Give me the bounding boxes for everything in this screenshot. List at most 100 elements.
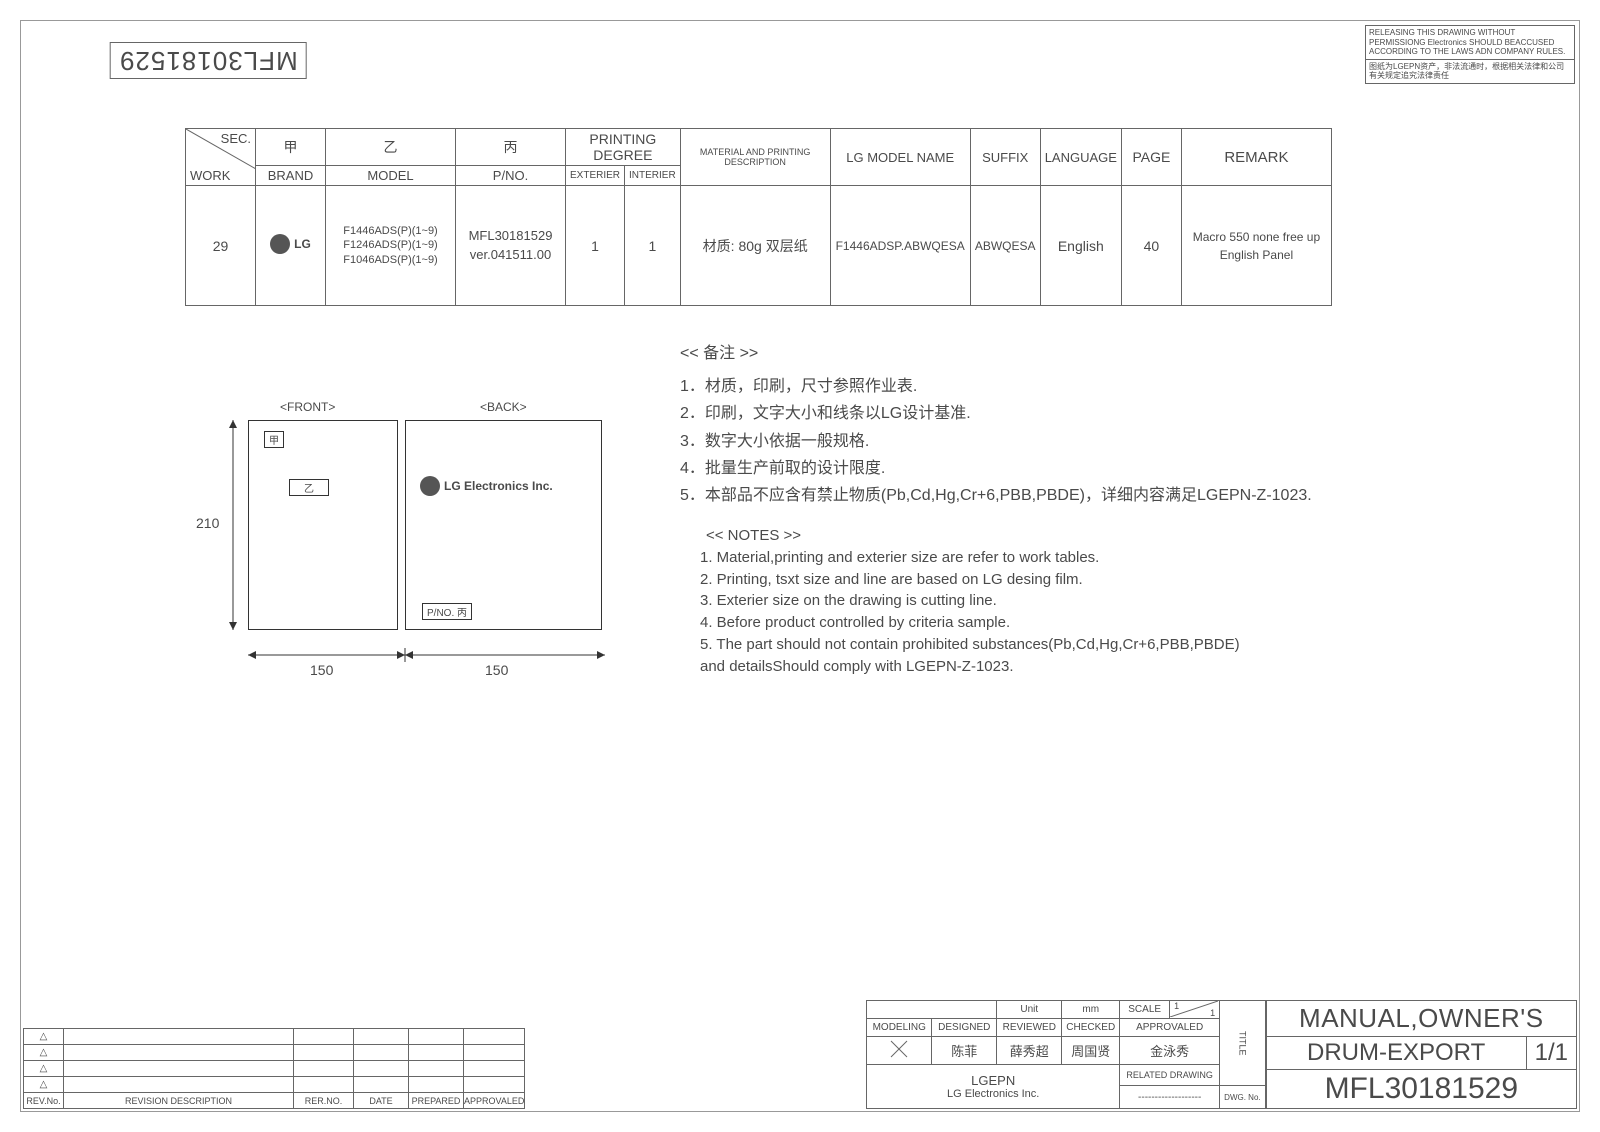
rev-hdr: PREPARED [409, 1093, 464, 1109]
org-cell: LGEPN LG Electronics Inc. [867, 1064, 1120, 1108]
note-item: 3. Exterier size on the drawing is cutti… [700, 590, 1240, 612]
rev-hdr: RER.NO. [294, 1093, 354, 1109]
dim-height: 210 [196, 515, 219, 531]
tb-modeling: MODELING [867, 1018, 932, 1036]
cell-brand: LG [256, 186, 326, 306]
org-name: LGEPN [871, 1073, 1115, 1088]
hdr-material: MATERIAL AND PRINTING DESCRIPTION [680, 129, 830, 186]
cell-language: English [1040, 186, 1121, 306]
note-item: and detailsShould comply with LGEPN-Z-10… [700, 656, 1240, 678]
cell-int: 1 [625, 186, 681, 306]
rev-hdr: APPROVALED [464, 1093, 525, 1109]
hdr-ext: EXTERIER [566, 166, 625, 186]
titleblock-left: Unit mm SCALE 1 1 TITLE MODELING DESIGNE… [866, 1000, 1265, 1109]
cell-suffix: ABWQESA [970, 186, 1040, 306]
rev-hdr: DATE [354, 1093, 409, 1109]
cell-lgmodel: F1446ADSP.ABWQESA [830, 186, 970, 306]
spec-table: SEC. WORK 甲 乙 丙 PRINTING DEGREE MATERIAL… [185, 128, 1332, 306]
hdr-printing: PRINTING DEGREE [566, 129, 681, 166]
back-panel: LG Electronics Inc. P/NO. 丙 [405, 420, 602, 630]
fold-diagram: <FRONT> <BACK> 甲 乙 LG Electronics Inc. P… [180, 400, 600, 710]
hdr-remark: REMARK [1181, 129, 1331, 186]
warning-en: RELEASING THIS DRAWING WITHOUT PERMISSIO… [1366, 26, 1574, 59]
scale-cell: 1 1 [1170, 1001, 1220, 1019]
lg-logo-icon [420, 476, 440, 496]
tb-checked: CHECKED [1062, 1018, 1120, 1036]
org-sub: LG Electronics Inc. [871, 1088, 1115, 1100]
title-page: 1/1 [1526, 1037, 1576, 1070]
sig-designed: 陈菲 [932, 1036, 997, 1064]
related-label: RELATED DRAWING [1120, 1064, 1220, 1085]
title-line2: DRUM-EXPORT [1266, 1037, 1526, 1070]
sig-approvaled: 金泳秀 [1120, 1036, 1220, 1064]
lg-logo-icon [270, 234, 290, 254]
rev-tri: △ [24, 1029, 64, 1045]
no-model-icon [889, 1039, 909, 1059]
hdr-language: LANGUAGE [1040, 129, 1121, 186]
note-item: 4. Before product controlled by criteria… [700, 612, 1240, 634]
hdr-int: INTERIER [625, 166, 681, 186]
note-item: 3．数字大小依据一般规格. [680, 428, 1312, 455]
note-item: 5. The part should not contain prohibite… [700, 634, 1240, 656]
rev-tri: △ [24, 1061, 64, 1077]
pno-badge: P/NO. 丙 [422, 603, 472, 620]
hdr-lgmodel: LG MODEL NAME [830, 129, 970, 186]
rev-tri: △ [24, 1045, 64, 1061]
notes-en-title: << NOTES >> [706, 525, 1240, 547]
unit-val: mm [1062, 1001, 1120, 1019]
hdr-pno: P/NO. [456, 166, 566, 186]
dim-w2: 150 [485, 662, 508, 678]
hdr-bing: 丙 [456, 129, 566, 166]
work-label: WORK [190, 168, 230, 183]
rotated-part-number: MFL30181529 [110, 42, 307, 79]
rev-hdr: REV.No. [24, 1093, 64, 1109]
rev-tri: △ [24, 1077, 64, 1093]
related-val: ------------------- [1120, 1086, 1220, 1109]
cell-page: 40 [1121, 186, 1181, 306]
title-line1: MANUAL,OWNER'S [1266, 1001, 1576, 1037]
tb-designed: DESIGNED [932, 1018, 997, 1036]
dwgno-label: DWG. No. [1220, 1086, 1265, 1109]
cell-work: 29 [186, 186, 256, 306]
note-item: 1. Material,printing and exterier size a… [700, 547, 1240, 569]
note-item: 1．材质，印刷，尺寸参照作业表. [680, 373, 1312, 400]
titleblock-right: MANUAL,OWNER'S DRUM-EXPORT 1/1 MFL301815… [1266, 1000, 1577, 1109]
sig-checked: 周国贤 [1062, 1036, 1120, 1064]
note-item: 5．本部品不应含有禁止物质(Pb,Cd,Hg,Cr+6,PBB,PBDE)，详细… [680, 482, 1312, 509]
sig-modeling [867, 1036, 932, 1064]
hdr-brand: BRAND [256, 166, 326, 186]
scale-label: SCALE [1120, 1001, 1170, 1019]
note-item: 2．印刷，文字大小和线条以LG设计基准. [680, 400, 1312, 427]
cell-material: 材质: 80g 双层纸 [680, 186, 830, 306]
sig-reviewed: 薛秀超 [997, 1036, 1062, 1064]
dim-v-line [228, 420, 238, 630]
cell-ext: 1 [566, 186, 625, 306]
tb-approvaled: APPROVALED [1120, 1018, 1220, 1036]
jia-badge: 甲 [264, 431, 284, 448]
revision-table: △ △ △ △ REV.No. REVISION DESCRIPTION RER… [23, 1028, 525, 1109]
back-label: <BACK> [480, 400, 527, 414]
hdr-yi: 乙 [326, 129, 456, 166]
warning-cn: 图纸为LGEPN资产，非法流通时，根据相关法律和公司有关规定追究法律责任 [1366, 59, 1574, 83]
hdr-page: PAGE [1121, 129, 1181, 186]
title-vert: TITLE [1220, 1001, 1265, 1086]
notes-cn-title: << 备注 >> [680, 340, 1312, 367]
note-item: 2. Printing, tsxt size and line are base… [700, 569, 1240, 591]
hdr-jia: 甲 [256, 129, 326, 166]
tb-reviewed: REVIEWED [997, 1018, 1062, 1036]
hdr-model: MODEL [326, 166, 456, 186]
unit-label: Unit [997, 1001, 1062, 1019]
sec-label: SEC. [221, 131, 251, 146]
notes-english: << NOTES >> 1. Material,printing and ext… [700, 525, 1240, 677]
rev-hdr: REVISION DESCRIPTION [64, 1093, 294, 1109]
cell-model: F1446ADS(P)(1~9)F1246ADS(P)(1~9)F1046ADS… [326, 186, 456, 306]
note-item: 4．批量生产前取的设计限度. [680, 455, 1312, 482]
brand-text: LG [294, 237, 311, 251]
notes-chinese: << 备注 >> 1．材质，印刷，尺寸参照作业表.2．印刷，文字大小和线条以LG… [680, 340, 1312, 509]
lg-text: LG Electronics Inc. [444, 479, 553, 493]
title-block: Unit mm SCALE 1 1 TITLE MODELING DESIGNE… [866, 1000, 1577, 1109]
title-pn: MFL30181529 [1266, 1070, 1576, 1109]
dim-w1: 150 [310, 662, 333, 678]
front-label: <FRONT> [280, 400, 335, 414]
hdr-suffix: SUFFIX [970, 129, 1040, 186]
